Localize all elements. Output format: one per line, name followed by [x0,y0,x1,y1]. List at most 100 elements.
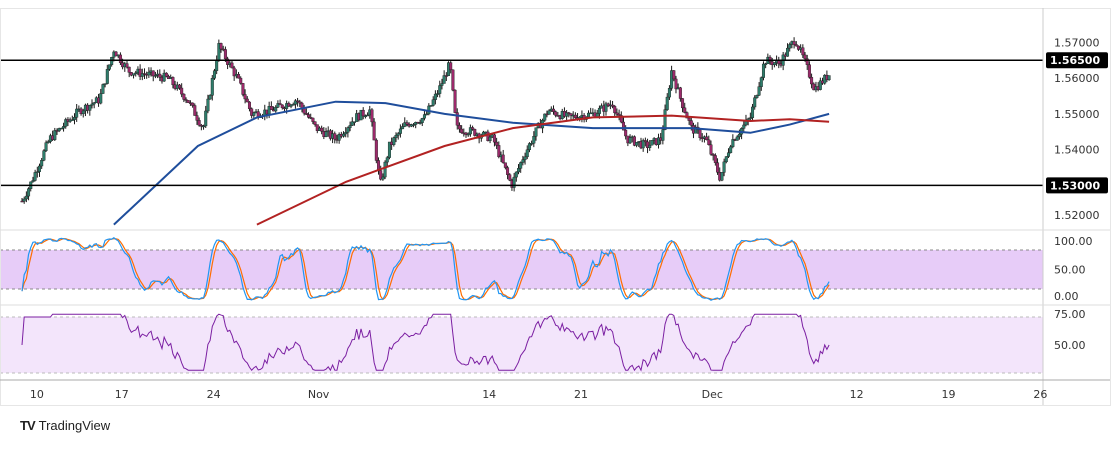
candle-body [193,105,197,116]
candle-body [247,101,251,109]
candle-body [177,84,181,89]
candle-body [147,71,151,76]
candle-body [103,83,107,85]
candle-body [125,63,129,68]
candle-body [497,145,501,158]
candle-body [468,127,472,135]
time-tick-label: 14 [482,388,496,401]
candle-body [392,137,396,145]
candle-body [206,98,210,112]
candle-body [53,130,57,140]
candle-body [755,95,759,98]
candle-body [403,122,407,127]
candle-body [672,70,676,80]
candle-body [753,97,757,108]
candle-body [184,99,188,101]
price-tick-label: 1.55000 [1054,108,1100,121]
candle-body [333,133,337,140]
candle-body [534,127,538,137]
candle-body [22,198,26,202]
candle-body [460,128,464,134]
candle-body [298,101,302,104]
candle-body [683,107,687,113]
candle-body [425,113,429,116]
candle-body [118,54,122,63]
candle-body [722,161,726,173]
candle-body [311,117,315,122]
candle-body [453,89,457,113]
candle-body [757,86,761,96]
moving-average-line [113,100,830,226]
candle-body [488,136,492,142]
rsi-pane [0,313,1043,374]
candle-body [431,99,435,106]
candle-body [42,150,46,161]
candle-body [641,140,645,149]
candle-body [394,135,398,138]
candle-body [59,127,63,130]
time-tick-label: 19 [942,388,956,401]
candle-body [643,140,647,143]
candle-body [320,127,324,132]
candle-body [401,126,405,130]
candle-body [24,195,28,200]
rsi-line [21,313,830,372]
candle-body [628,137,632,144]
candle-body [466,133,470,136]
candle-body [698,129,702,139]
candle-body [33,172,37,181]
stochastic-pane [0,237,1043,301]
candle-body [219,43,223,50]
candle-body [191,102,195,106]
chart-svg[interactable]: 1.57000 1.56000 1.55000 1.54000 1.52000 10 17 2… [0,0,1117,410]
candle-body [276,103,280,108]
candle-body [551,108,555,112]
candle-body [761,63,765,78]
rsi-axis-label: 75.00 [1054,308,1086,321]
candle-body [615,112,619,115]
candle-body [374,139,378,161]
candle-body [344,132,348,135]
candle-body [226,58,230,65]
candle-body [678,87,682,99]
candle-body [611,104,615,107]
candle-body [455,112,459,126]
candle-body [433,93,437,100]
candle-body [512,176,516,188]
time-tick-label: 10 [30,388,44,401]
candle-body [656,137,660,145]
candle-body [619,115,623,123]
candle-body [506,167,510,175]
candle-body [237,74,241,79]
candle-body [289,104,293,107]
candle-body [40,160,44,167]
candle-body [818,80,822,90]
candle-body [223,49,227,60]
candle-body [726,152,730,157]
tradingview-logo[interactable]: TV TradingView [20,418,110,433]
candle-body [274,107,278,112]
candle-body [250,108,254,116]
candle-body [543,113,547,121]
candle-body [35,171,39,173]
candle-body [101,84,105,94]
candle-body [350,121,354,126]
time-tick-label: 26 [1033,388,1047,401]
candle-body [705,136,709,141]
candle-body [648,144,652,148]
candle-body [624,129,628,137]
candle-body [107,64,111,70]
candle-body [565,112,569,117]
candle-body [681,98,685,109]
candle-body [444,75,448,77]
candle-body [687,117,691,121]
candle-body [342,133,346,137]
candle-body [486,131,490,142]
candle-body [471,127,475,130]
candle-body [127,66,131,73]
candle-body [436,93,440,95]
candle-body [293,100,297,105]
candle-body [685,112,689,119]
candle-body [742,124,746,129]
